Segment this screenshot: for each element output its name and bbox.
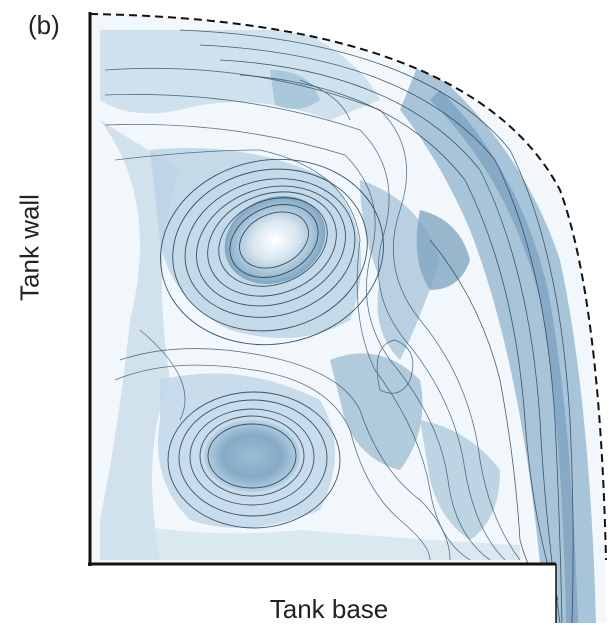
tank-base-label: Tank base bbox=[269, 594, 389, 624]
middle-lower-patch bbox=[330, 353, 423, 470]
boundary-flow-core bbox=[430, 90, 578, 623]
side-eddy-patch bbox=[416, 210, 470, 290]
upper-vortex-streamlines bbox=[160, 158, 384, 346]
panel-label: (b) bbox=[28, 10, 60, 40]
right-lower-patch bbox=[420, 420, 500, 540]
upper-vortex-core bbox=[224, 196, 326, 284]
meander-streamlines bbox=[104, 67, 521, 561]
boundary-flow-band bbox=[400, 60, 596, 623]
base-patch bbox=[100, 520, 520, 560]
flow-domain bbox=[90, 14, 606, 623]
lower-vortex-core bbox=[204, 420, 300, 492]
dashed-tank-outline bbox=[89, 13, 607, 561]
lower-vortex-streamlines bbox=[167, 391, 341, 529]
